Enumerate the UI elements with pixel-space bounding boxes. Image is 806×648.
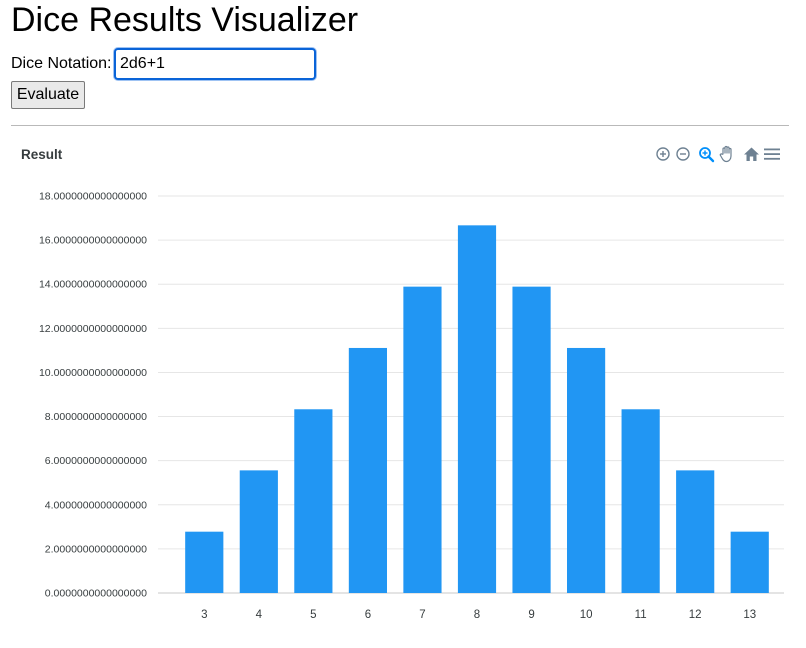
y-tick-label: 2.0000000000000000 (45, 543, 147, 555)
chart-title: Result (21, 147, 63, 162)
x-tick-label: 6 (365, 609, 371, 621)
y-tick-label: 0.0000000000000000 (45, 588, 147, 600)
x-tick-label: 8 (474, 609, 480, 621)
zoom-out-icon[interactable] (674, 144, 692, 164)
bar-4[interactable] (239, 470, 278, 593)
bar-5[interactable] (294, 409, 333, 593)
y-tick-label: 8.0000000000000000 (45, 411, 147, 423)
bar-12[interactable] (676, 470, 715, 593)
x-tick-label: 5 (310, 609, 316, 621)
bar-3[interactable] (185, 531, 224, 593)
y-tick-label: 16.0000000000000000 (39, 235, 147, 247)
reset-home-icon[interactable] (742, 144, 760, 164)
menu-icon[interactable] (762, 144, 782, 164)
bar-chart: Result 0.0000000000000000 2.0000000000000… (21, 147, 784, 621)
y-tick-label: 10.0000000000000000 (39, 367, 147, 379)
bar-10[interactable] (567, 347, 606, 593)
y-tick-label: 18.0000000000000000 (39, 191, 147, 203)
selection-zoom-icon[interactable] (697, 144, 715, 164)
x-tick-label: 10 (580, 609, 593, 621)
evaluate-button[interactable]: Evaluate (11, 81, 85, 109)
dice-notation-label: Dice Notation: (11, 55, 112, 72)
x-tick-label: 7 (419, 609, 425, 621)
bar-7[interactable] (403, 286, 442, 593)
x-tick-label: 12 (689, 609, 702, 621)
pan-hand-icon[interactable] (718, 144, 736, 164)
bar-6[interactable] (348, 347, 387, 593)
page-title: Dice Results Visualizer (11, 1, 359, 39)
bar-9[interactable] (512, 286, 551, 593)
bar-11[interactable] (621, 409, 660, 593)
bar-13[interactable] (730, 531, 769, 593)
x-tick-label: 9 (528, 609, 534, 621)
dice-notation-input[interactable] (114, 48, 316, 80)
y-tick-label: 4.0000000000000000 (45, 499, 147, 511)
y-tick-label: 14.0000000000000000 (39, 279, 147, 291)
x-tick-label: 4 (256, 609, 263, 621)
divider (11, 125, 789, 126)
bar-8[interactable] (457, 225, 497, 593)
y-tick-label: 6.0000000000000000 (45, 455, 147, 467)
x-tick-label: 3 (201, 609, 207, 621)
x-tick-label: 13 (743, 609, 756, 621)
y-tick-label: 12.0000000000000000 (39, 323, 147, 335)
zoom-in-icon[interactable] (654, 144, 672, 164)
x-tick-label: 11 (635, 609, 647, 621)
